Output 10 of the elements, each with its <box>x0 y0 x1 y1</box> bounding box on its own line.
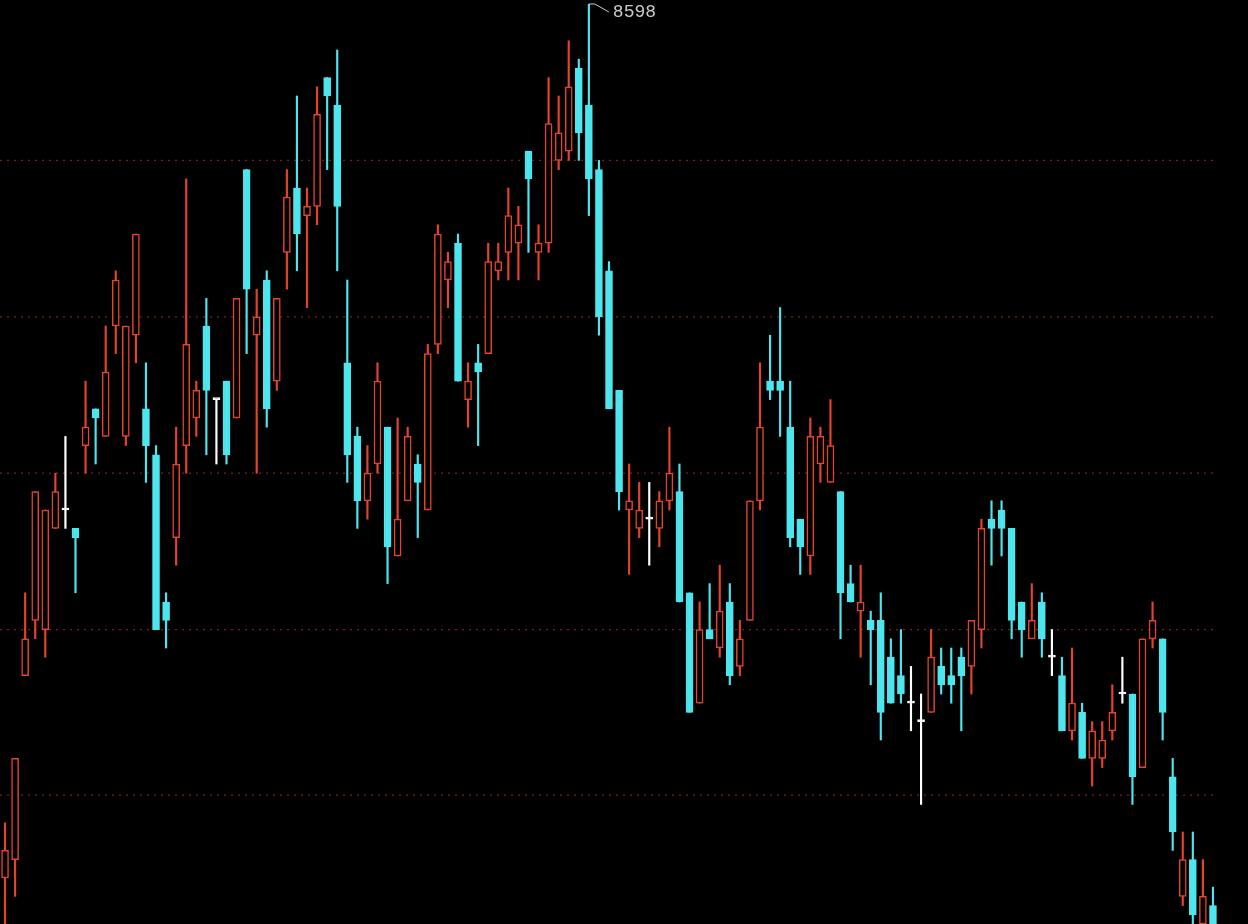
candlestick <box>987 500 996 566</box>
candlestick <box>71 528 80 594</box>
candlestick <box>917 693 925 805</box>
candlestick <box>997 500 1006 557</box>
candlestick <box>212 397 221 465</box>
candlestick <box>81 380 90 474</box>
candlestick <box>534 224 543 281</box>
annotation: 8598 <box>612 1 657 22</box>
candlestick <box>524 150 533 253</box>
candlestick <box>645 482 654 566</box>
